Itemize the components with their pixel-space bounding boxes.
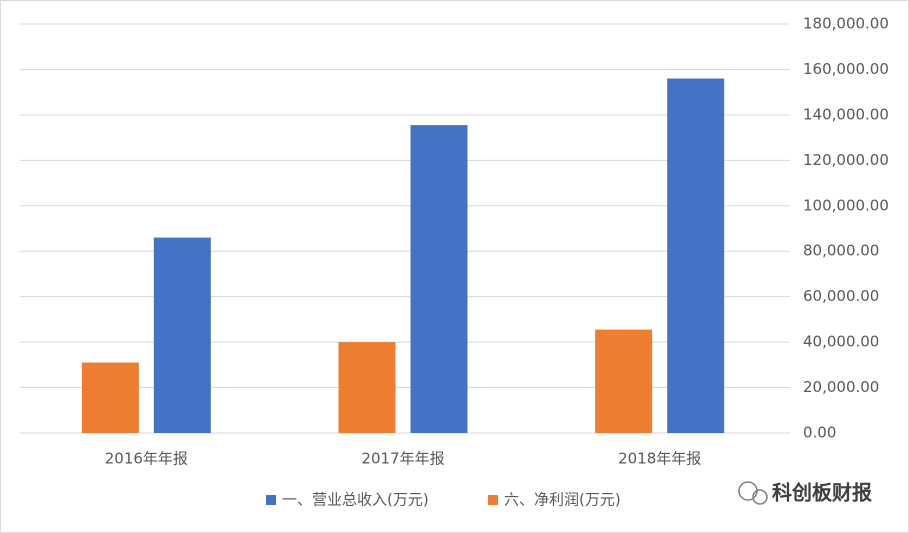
- bar: [81, 362, 139, 433]
- bar: [667, 78, 725, 434]
- bar: [153, 237, 211, 433]
- y-tick-label: 20,000.00: [803, 378, 879, 396]
- y-tick-label: 120,000.00: [803, 151, 889, 169]
- y-tick-label: 100,000.00: [803, 196, 889, 214]
- legend-label: 一、营业总收入(万元): [282, 491, 429, 509]
- y-tick-label: 80,000.00: [803, 242, 879, 260]
- watermark-icon: [752, 489, 768, 505]
- y-tick-label: 140,000.00: [803, 105, 889, 123]
- y-tick-label: 0.00: [803, 424, 836, 442]
- legend-swatch: [266, 495, 276, 505]
- y-tick-label: 160,000.00: [803, 60, 889, 78]
- x-tick-label: 2016年年报: [105, 450, 188, 468]
- x-tick-label: 2017年年报: [361, 450, 444, 468]
- y-tick-label: 180,000.00: [803, 15, 889, 33]
- bar: [338, 342, 396, 433]
- bar: [410, 125, 468, 433]
- legend-swatch: [488, 495, 498, 505]
- bar: [595, 329, 653, 433]
- y-tick-label: 40,000.00: [803, 333, 879, 351]
- x-tick-label: 2018年年报: [618, 450, 701, 468]
- watermark-text: 科创板财报: [772, 481, 872, 505]
- watermark: 科创板财报: [738, 481, 872, 505]
- legend-label: 六、净利润(万元): [504, 491, 621, 509]
- y-tick-label: 60,000.00: [803, 287, 879, 305]
